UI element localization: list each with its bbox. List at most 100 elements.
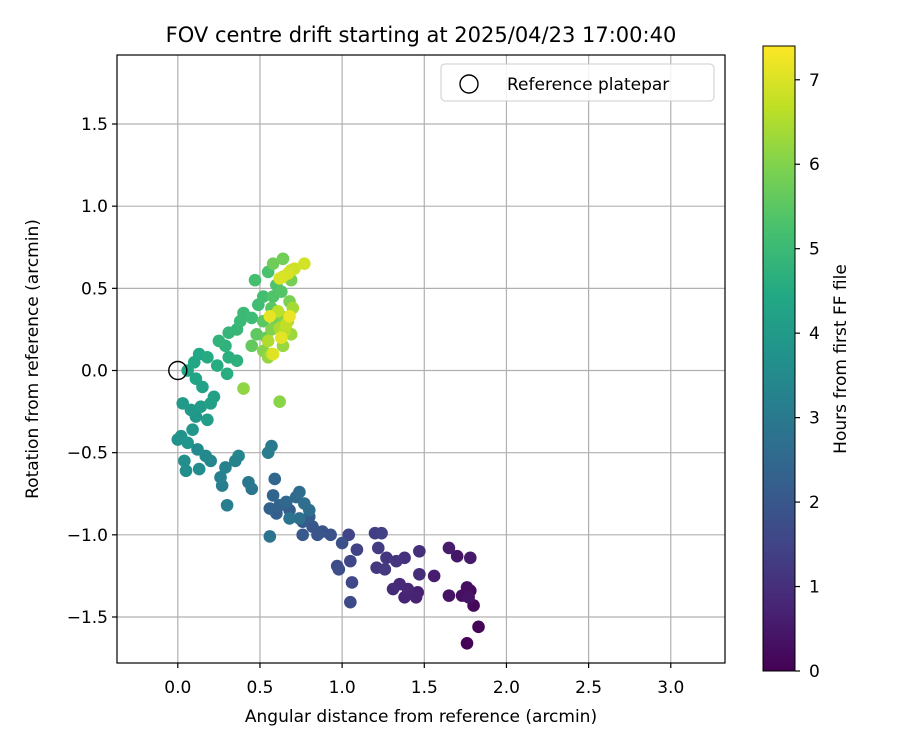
reference-marker-group bbox=[168, 360, 188, 381]
data-point bbox=[442, 589, 456, 602]
colorbar-tick-label: 6 bbox=[809, 155, 820, 175]
chart-title: FOV centre drift starting at 2025/04/23 … bbox=[166, 23, 677, 47]
data-point bbox=[263, 530, 277, 543]
data-point bbox=[386, 582, 400, 596]
data-point bbox=[293, 485, 306, 499]
data-point bbox=[462, 590, 475, 604]
data-point bbox=[261, 334, 275, 348]
data-point bbox=[181, 436, 194, 450]
data-point bbox=[273, 272, 286, 285]
data-point bbox=[413, 567, 426, 581]
reference-platepar-marker bbox=[168, 360, 188, 381]
grid bbox=[117, 55, 725, 663]
data-point bbox=[332, 563, 346, 576]
data-point bbox=[298, 257, 311, 270]
data-point bbox=[306, 520, 319, 533]
data-point bbox=[279, 495, 293, 509]
x-tick-label: 0.5 bbox=[246, 678, 273, 698]
x-tick-label: 3.0 bbox=[657, 678, 684, 698]
x-ticks: 0.0 0.5 1.0 1.5 2.0 2.5 3.0 bbox=[164, 663, 684, 698]
data-point bbox=[261, 446, 275, 459]
data-point bbox=[276, 252, 290, 266]
data-point bbox=[263, 502, 277, 515]
data-point bbox=[266, 257, 280, 270]
data-point bbox=[220, 498, 234, 512]
y-tick-label: −1.0 bbox=[67, 526, 108, 546]
data-point bbox=[189, 372, 203, 386]
data-point bbox=[230, 354, 244, 367]
data-point bbox=[186, 423, 199, 436]
plot-frame bbox=[116, 54, 726, 664]
data-point bbox=[192, 462, 206, 476]
data-point bbox=[178, 454, 191, 468]
colorbar-tick-label: 1 bbox=[809, 578, 820, 598]
data-point bbox=[350, 543, 364, 556]
data-point bbox=[450, 549, 464, 563]
data-point bbox=[201, 413, 214, 427]
data-point bbox=[207, 390, 221, 404]
data-point bbox=[220, 367, 234, 381]
colorbar-tick-label: 0 bbox=[809, 662, 820, 682]
colorbar-tick-label: 7 bbox=[809, 71, 820, 91]
data-point bbox=[335, 536, 349, 550]
y-tick-label: 0.5 bbox=[81, 279, 108, 299]
legend-reference-marker bbox=[459, 74, 479, 94]
data-point bbox=[371, 541, 385, 555]
data-point bbox=[442, 541, 456, 555]
data-point bbox=[390, 554, 403, 568]
x-tick-label: 1.0 bbox=[329, 678, 356, 698]
data-point bbox=[472, 620, 485, 634]
data-point bbox=[345, 576, 359, 589]
colorbar-ticks: 0 1 2 3 4 5 6 7 bbox=[795, 71, 820, 682]
x-tick-label: 1.5 bbox=[411, 678, 438, 698]
data-point bbox=[256, 290, 270, 303]
data-point bbox=[245, 339, 259, 353]
y-tick-label: 1.0 bbox=[81, 197, 108, 217]
data-point bbox=[296, 528, 309, 542]
scatter-points bbox=[171, 252, 485, 650]
data-point bbox=[275, 331, 288, 344]
x-tick-label: 0.0 bbox=[164, 678, 191, 698]
colorbar-tick-label: 4 bbox=[809, 324, 820, 344]
data-point bbox=[266, 489, 280, 502]
colorbar-tick-label: 5 bbox=[809, 240, 820, 260]
data-point bbox=[250, 328, 263, 341]
colorbar bbox=[762, 45, 796, 672]
data-point bbox=[232, 449, 245, 463]
y-tick-label: −0.5 bbox=[67, 444, 108, 464]
legend-box bbox=[440, 63, 715, 102]
data-point bbox=[242, 475, 255, 489]
data-point bbox=[380, 551, 393, 565]
y-axis-label: Rotation from reference (arcmin) bbox=[23, 219, 43, 499]
data-point bbox=[268, 472, 282, 486]
x-tick-label: 2.0 bbox=[493, 678, 520, 698]
data-point bbox=[237, 382, 250, 395]
legend-entry-reference: Reference platepar bbox=[507, 75, 669, 95]
data-point bbox=[375, 526, 388, 540]
colorbar-tick-label: 3 bbox=[809, 409, 820, 429]
data-point bbox=[293, 512, 306, 525]
data-point bbox=[263, 309, 277, 323]
data-point bbox=[248, 273, 262, 287]
data-point bbox=[201, 351, 214, 364]
data-point bbox=[176, 397, 190, 410]
y-tick-label: −1.5 bbox=[67, 608, 108, 628]
y-tick-label: 0.0 bbox=[81, 362, 108, 382]
colorbar-tick-label: 2 bbox=[809, 493, 820, 513]
data-point bbox=[273, 395, 286, 409]
data-point bbox=[179, 464, 193, 478]
data-point bbox=[266, 347, 280, 361]
data-point bbox=[463, 551, 477, 565]
data-point bbox=[210, 359, 224, 372]
data-point bbox=[219, 461, 232, 474]
data-point bbox=[302, 503, 316, 517]
data-point bbox=[194, 400, 208, 413]
data-point bbox=[344, 595, 357, 609]
data-point bbox=[245, 311, 259, 325]
y-ticks: −1.5 −1.0 −0.5 0.0 0.5 1.0 1.5 bbox=[67, 115, 117, 628]
data-point bbox=[283, 512, 296, 525]
colorbar-label: Hours from first FF file bbox=[831, 264, 851, 454]
data-point bbox=[275, 285, 288, 298]
x-axis-label: Angular distance from reference (arcmin) bbox=[245, 707, 597, 727]
